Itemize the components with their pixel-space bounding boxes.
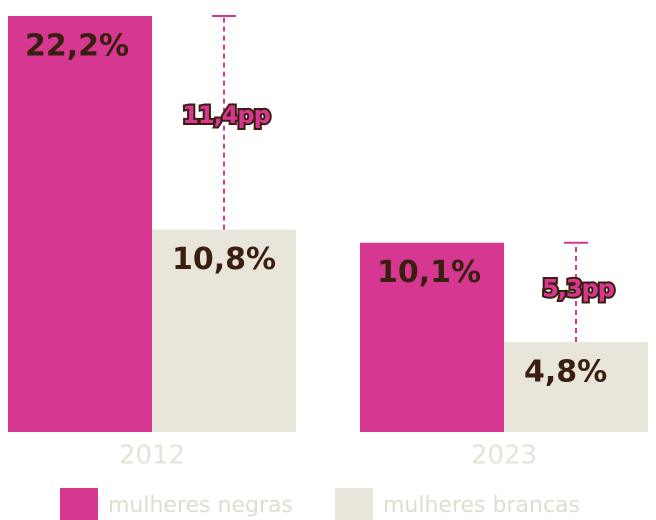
difference-label: 5,3pp [542,274,615,302]
bar [152,229,296,432]
value-label: 10,8% [172,242,276,277]
value-label: 22,2% [25,29,129,64]
value-label: 4,8% [524,355,607,390]
x-tick-label: 2023 [471,441,537,471]
bar [504,342,648,432]
legend-label: mulheres brancas [383,493,580,518]
legend-label: mulheres negras [108,493,293,518]
x-tick-label: 2012 [119,441,185,471]
legend-swatch [335,488,373,520]
bar [8,16,152,432]
value-label: 10,1% [377,255,481,290]
difference-label: 11,4pp [182,101,270,129]
legend-swatch [60,488,98,520]
bar [360,242,504,432]
